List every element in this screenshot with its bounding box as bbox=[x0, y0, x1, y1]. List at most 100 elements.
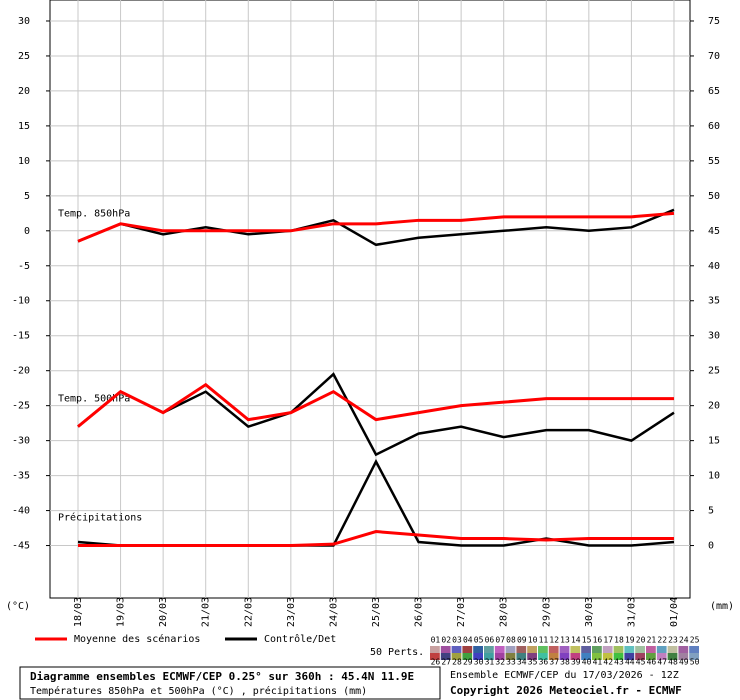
member-swatch bbox=[548, 646, 559, 653]
member-label: 43 bbox=[614, 658, 624, 667]
member-label: 20 bbox=[636, 636, 646, 645]
y2-tick-label: 70 bbox=[708, 51, 720, 62]
member-swatch bbox=[451, 653, 462, 660]
member-label: 21 bbox=[647, 636, 657, 645]
x-tick-label: 26/03 bbox=[414, 597, 425, 627]
member-label: 50 bbox=[690, 658, 700, 667]
member-swatch bbox=[581, 653, 591, 660]
member-swatch bbox=[430, 646, 440, 653]
y2-tick-label: 0 bbox=[708, 541, 714, 552]
member-swatch bbox=[613, 653, 624, 660]
member-label: 03 bbox=[452, 636, 462, 645]
member-label: 29 bbox=[463, 658, 473, 667]
x-tick-label: 29/03 bbox=[541, 597, 552, 627]
x-tick-label: 27/03 bbox=[456, 597, 467, 627]
x-tick-label: 30/03 bbox=[584, 597, 595, 627]
y-tick-label: -20 bbox=[12, 366, 30, 377]
mean-line bbox=[78, 530, 674, 548]
member-label: 14 bbox=[571, 636, 581, 645]
member-label: 40 bbox=[582, 658, 592, 667]
footer-subtitle: Températures 850hPa et 500hPa (°C) , pré… bbox=[30, 685, 367, 697]
member-swatch bbox=[678, 646, 689, 653]
member-label: 07 bbox=[495, 636, 505, 645]
member-label: 32 bbox=[495, 658, 505, 667]
y-tick-label: -40 bbox=[12, 506, 30, 517]
member-swatch bbox=[667, 653, 678, 660]
member-swatch bbox=[505, 646, 516, 653]
member-label: 06 bbox=[485, 636, 495, 645]
member-label: 48 bbox=[668, 658, 678, 667]
member-swatch bbox=[527, 653, 537, 660]
member-swatch bbox=[527, 646, 537, 653]
member-swatch bbox=[494, 653, 505, 660]
legend-label: Contrôle/Det bbox=[264, 633, 336, 645]
y2-tick-label: 60 bbox=[708, 121, 720, 132]
member-label: 13 bbox=[560, 636, 570, 645]
member-swatch bbox=[602, 653, 613, 660]
member-label: 27 bbox=[441, 658, 451, 667]
x-tick-label: 24/03 bbox=[328, 597, 339, 627]
y2-tick-label: 10 bbox=[708, 471, 720, 482]
x-tick-label: 18/03 bbox=[73, 597, 84, 627]
member-label: 18 bbox=[614, 636, 624, 645]
member-label: 22 bbox=[657, 636, 667, 645]
y-tick-label: -30 bbox=[12, 436, 30, 447]
member-label: 05 bbox=[474, 636, 484, 645]
y-tick-label: 25 bbox=[18, 51, 30, 62]
y2-tick-label: 35 bbox=[708, 296, 720, 307]
member-label: 49 bbox=[679, 658, 689, 667]
member-swatch bbox=[516, 653, 527, 660]
footer-copyright: Copyright 2026 Meteociel.fr - ECMWF bbox=[450, 684, 682, 697]
member-swatch bbox=[516, 646, 527, 653]
y2-tick-label: 40 bbox=[708, 261, 720, 272]
member-swatch bbox=[538, 646, 548, 653]
member-swatch bbox=[689, 653, 699, 660]
y2-axis-label: (mm) bbox=[710, 601, 734, 612]
y-tick-label: 15 bbox=[18, 121, 30, 132]
y2-tick-label: 15 bbox=[708, 436, 720, 447]
footer-run: Ensemble ECMWF/CEP du 17/03/2026 - 12Z bbox=[450, 670, 679, 681]
y-tick-label: 20 bbox=[18, 86, 30, 97]
y-tick-label: -10 bbox=[12, 296, 30, 307]
mean-line bbox=[77, 211, 675, 243]
member-label: 16 bbox=[593, 636, 603, 645]
member-label: 26 bbox=[431, 658, 441, 667]
member-swatch bbox=[451, 646, 462, 653]
member-label: 44 bbox=[625, 658, 635, 667]
y2-tick-label: 20 bbox=[708, 401, 720, 412]
y-tick-label: 5 bbox=[24, 191, 30, 202]
x-tick-label: 19/03 bbox=[116, 597, 127, 627]
footer-title: Diagramme ensembles ECMWF/CEP 0.25° sur … bbox=[30, 670, 414, 683]
y2-tick-label: 55 bbox=[708, 156, 720, 167]
y-axis-label: (°C) bbox=[6, 601, 30, 612]
member-label: 28 bbox=[452, 658, 462, 667]
panel-label: Temp. 850hPa bbox=[58, 208, 130, 219]
member-swatch bbox=[624, 653, 635, 660]
member-label: 15 bbox=[582, 636, 592, 645]
y-tick-label: 10 bbox=[18, 156, 30, 167]
member-swatch bbox=[592, 646, 602, 653]
member-swatch bbox=[473, 646, 483, 653]
member-label: 42 bbox=[603, 658, 613, 667]
member-swatch bbox=[559, 646, 570, 653]
member-label: 41 bbox=[593, 658, 603, 667]
member-swatch bbox=[505, 653, 516, 660]
y2-tick-label: 50 bbox=[708, 191, 720, 202]
member-label: 33 bbox=[506, 658, 516, 667]
member-label: 19 bbox=[625, 636, 635, 645]
member-swatch bbox=[440, 653, 451, 660]
x-tick-label: 22/03 bbox=[243, 597, 254, 627]
member-swatch bbox=[440, 646, 451, 653]
y-tick-label: -5 bbox=[18, 261, 30, 272]
member-swatch bbox=[624, 646, 635, 653]
member-label: 38 bbox=[560, 658, 570, 667]
member-swatch bbox=[602, 646, 613, 653]
member-label: 24 bbox=[679, 636, 689, 645]
member-swatch bbox=[656, 653, 667, 660]
member-label: 09 bbox=[517, 636, 527, 645]
y-tick-label: -15 bbox=[12, 331, 30, 342]
member-swatch bbox=[592, 653, 602, 660]
member-swatch bbox=[462, 653, 473, 660]
